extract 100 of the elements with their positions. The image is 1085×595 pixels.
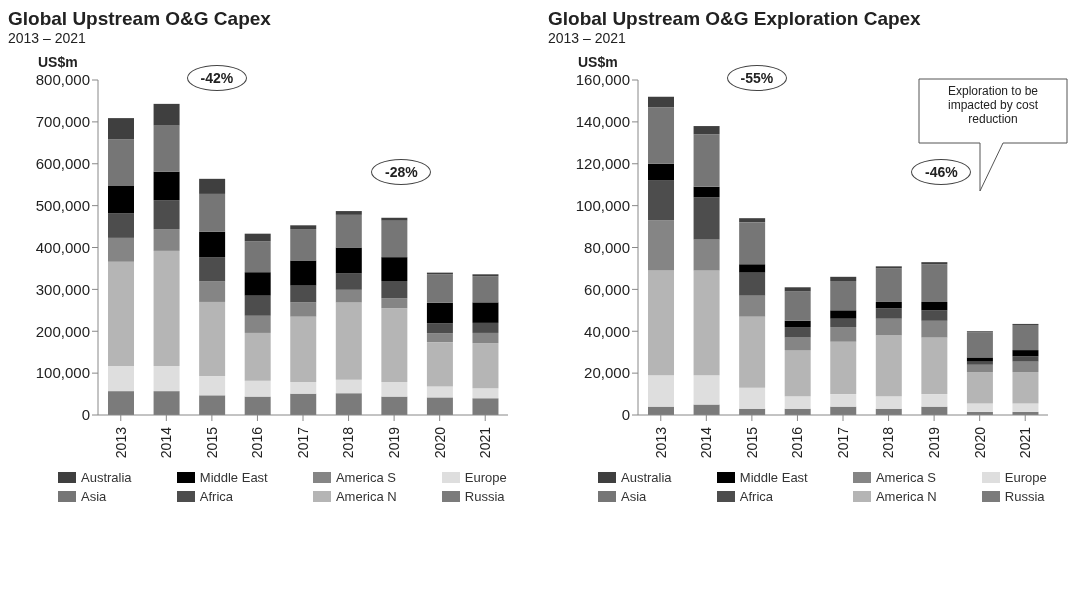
- y-tick-label: 300,000: [35, 280, 90, 298]
- bar: [921, 337, 948, 395]
- y-tick-label: 500,000: [35, 196, 90, 214]
- bar: [875, 318, 902, 336]
- bar: [426, 274, 453, 303]
- bar: [108, 366, 135, 392]
- bar: [966, 357, 993, 362]
- bar: [648, 375, 675, 407]
- bar: [472, 276, 499, 303]
- bar: [108, 237, 135, 262]
- bar: [381, 396, 408, 415]
- bar: [1012, 372, 1039, 404]
- y-tick-label: 100,000: [35, 364, 90, 382]
- bar: [875, 396, 902, 409]
- bar: [739, 272, 766, 296]
- bar: [381, 281, 408, 299]
- chart-subtitle: 2013 – 2021: [8, 30, 87, 46]
- oval-callout: -42%: [186, 65, 247, 91]
- bar: [693, 375, 720, 405]
- x-tick-label: 2020: [431, 426, 448, 459]
- bar: [472, 332, 499, 344]
- bar: [335, 379, 362, 394]
- bar: [335, 214, 362, 248]
- bar: [244, 332, 271, 381]
- bar: [199, 281, 226, 302]
- bar: [108, 118, 135, 140]
- bar: [784, 291, 811, 321]
- bar: [335, 302, 362, 380]
- y-tick-label: 160,000: [575, 71, 630, 89]
- annotation: Exploration to be impacted by cost reduction: [946, 84, 1040, 126]
- y-tick-label: 140,000: [575, 113, 630, 131]
- bar: [244, 315, 271, 333]
- y-tick-label: 20,000: [584, 364, 630, 382]
- bar: [199, 376, 226, 396]
- bar: [693, 239, 720, 271]
- x-tick-label: 2017: [834, 426, 851, 459]
- bar: [199, 301, 226, 377]
- bar: [830, 276, 857, 281]
- bar: [648, 107, 675, 164]
- bar: [875, 268, 902, 302]
- bar: [381, 257, 408, 281]
- bar: [1012, 361, 1039, 373]
- bar: [335, 211, 362, 215]
- bar: [966, 372, 993, 404]
- bar: [153, 229, 180, 251]
- bar: [199, 178, 226, 194]
- x-tick-label: 2014: [158, 426, 175, 459]
- x-tick-label: 2020: [971, 426, 988, 459]
- bar: [153, 250, 180, 367]
- bar: [335, 289, 362, 303]
- bar: [739, 218, 766, 223]
- bar: [290, 229, 317, 261]
- legend-label: Russia: [464, 489, 505, 504]
- bar: [693, 197, 720, 240]
- bar: [1012, 403, 1039, 412]
- bar: [335, 247, 362, 274]
- bar: [108, 261, 135, 367]
- bar: [648, 163, 675, 181]
- y-tick-label: 200,000: [35, 322, 90, 340]
- legend-label: Middle East: [739, 470, 808, 485]
- bar: [921, 301, 948, 311]
- bar: [966, 332, 993, 358]
- y-tick-label: 100,000: [575, 196, 630, 214]
- bar: [381, 217, 408, 221]
- y-tick-label: 800,000: [35, 71, 90, 89]
- bar: [472, 343, 499, 389]
- y-tick-label: 40,000: [584, 322, 630, 340]
- bar: [153, 125, 180, 172]
- y-tick-label: 600,000: [35, 155, 90, 173]
- legend-label: Asia: [81, 489, 107, 504]
- oval-callout: -46%: [911, 158, 972, 185]
- bar: [693, 134, 720, 187]
- x-tick-label: 2021: [477, 426, 494, 459]
- legend-label: America N: [875, 489, 937, 504]
- bar: [153, 103, 180, 126]
- x-tick-label: 2015: [203, 426, 220, 459]
- bar: [693, 270, 720, 376]
- bar: [875, 335, 902, 397]
- legend-label: Africa: [199, 489, 234, 504]
- x-tick-label: 2013: [112, 426, 129, 459]
- y-tick-label: 700,000: [35, 113, 90, 131]
- bar: [784, 337, 811, 351]
- bar: [921, 264, 948, 302]
- bar: [244, 295, 271, 316]
- oval-callout: -28%: [371, 158, 432, 185]
- bar: [244, 233, 271, 242]
- bar: [921, 262, 948, 265]
- bar: [290, 260, 317, 286]
- x-tick-label: 2018: [880, 426, 897, 459]
- y-tick-label: 60,000: [584, 280, 630, 298]
- bar: [921, 310, 948, 321]
- legend-label: Asia: [621, 489, 647, 504]
- bar: [784, 396, 811, 409]
- bar: [290, 302, 317, 317]
- bar: [426, 333, 453, 343]
- bar: [244, 396, 271, 415]
- bar: [648, 180, 675, 221]
- bar: [244, 272, 271, 296]
- bar: [381, 381, 408, 397]
- bar: [472, 322, 499, 333]
